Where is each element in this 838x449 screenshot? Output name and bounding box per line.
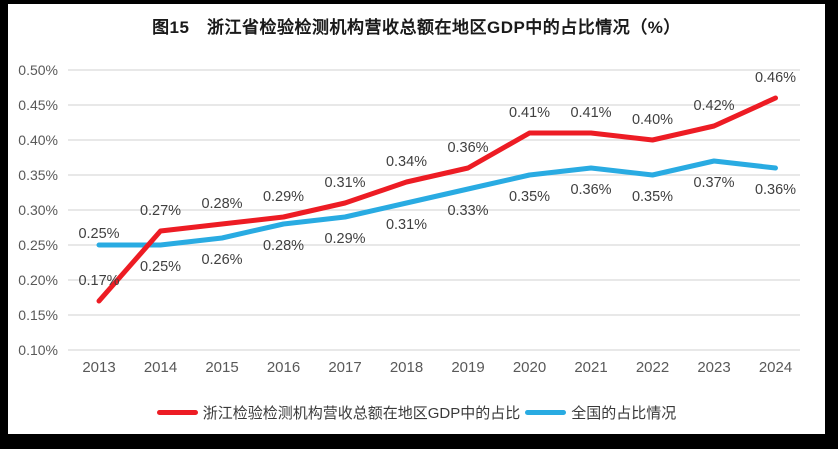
national-legend-label: 全国的占比情况: [571, 405, 677, 422]
x-axis-tick-label: 2020: [513, 359, 546, 376]
national-data-label: 0.36%: [570, 182, 611, 198]
y-axis-tick-label: 0.20%: [18, 272, 58, 288]
zhejiang-data-label: 0.41%: [509, 105, 550, 121]
national-data-label: 0.29%: [324, 231, 365, 247]
line-chart: 0.50% 0.45% 0.40% 0.35% 0.30% 0.25% 0.20% 0.15%…: [18, 62, 800, 376]
national-series-line: [96, 158, 778, 248]
chart-frame: 图15 浙江省检验检测机构营收总额在地区GDP中的占比情况（%） 0.50% 0.…: [8, 4, 825, 434]
zhejiang-data-label: 0.27%: [140, 203, 181, 219]
zhejiang-legend-swatch-icon: [156, 410, 198, 415]
national-data-label: 0.37%: [693, 175, 734, 191]
x-axis-tick-label: 2019: [451, 359, 484, 376]
y-axis-tick-label: 0.15%: [18, 307, 58, 323]
x-axis-tick-label: 2015: [205, 359, 238, 376]
x-axis-tick-label: 2022: [636, 359, 669, 376]
zhejiang-data-label: 0.40%: [632, 112, 673, 128]
zhejiang-data-label: 0.42%: [693, 98, 734, 114]
y-axis-tick-label: 0.35%: [18, 167, 58, 183]
national-data-label: 0.31%: [386, 217, 427, 233]
national-data-label: 0.35%: [509, 189, 550, 205]
zhejiang-series-line: [96, 95, 778, 304]
x-axis-tick-label: 2013: [82, 359, 115, 376]
x-axis-tick-label: 2016: [267, 359, 300, 376]
national-data-label: 0.25%: [140, 259, 181, 275]
zhejiang-data-label: 0.29%: [263, 189, 304, 205]
x-axis-tick-label: 2024: [759, 359, 792, 376]
zhejiang-data-label: 0.46%: [755, 70, 796, 86]
zhejiang-data-label: 0.17%: [78, 273, 119, 289]
zhejiang-data-label: 0.34%: [386, 154, 427, 170]
zhejiang-data-label: 0.41%: [570, 105, 611, 121]
x-axis-tick-label: 2014: [144, 359, 177, 376]
zhejiang-data-label: 0.36%: [447, 140, 488, 156]
national-data-label: 0.28%: [263, 238, 304, 254]
y-axis-tick-label: 0.45%: [18, 97, 58, 113]
legend: 浙江检验检测机构营收总额在地区GDP中的占比 全国的占比情况: [8, 402, 825, 423]
x-axis-tick-label: 2018: [390, 359, 423, 376]
national-legend-swatch-icon: [525, 410, 567, 415]
y-axis-tick-label: 0.50%: [18, 62, 58, 78]
x-axis-tick-label: 2021: [574, 359, 607, 376]
chart-title: 图15 浙江省检验检测机构营收总额在地区GDP中的占比情况（%）: [152, 18, 681, 37]
national-data-label: 0.25%: [78, 226, 119, 242]
y-axis-tick-label: 0.40%: [18, 132, 58, 148]
national-data-label: 0.33%: [447, 203, 488, 219]
x-axis-tick-label: 2023: [697, 359, 730, 376]
national-data-label: 0.26%: [201, 252, 242, 268]
zhejiang-legend-label: 浙江检验检测机构营收总额在地区GDP中的占比: [202, 405, 521, 422]
x-axis-tick-label: 2017: [328, 359, 361, 376]
national-data-label: 0.36%: [755, 182, 796, 198]
zhejiang-data-label: 0.31%: [324, 175, 365, 191]
y-axis-tick-label: 0.25%: [18, 237, 58, 253]
y-axis-tick-label: 0.10%: [18, 342, 58, 358]
zhejiang-data-label: 0.28%: [201, 196, 242, 212]
y-axis-tick-label: 0.30%: [18, 202, 58, 218]
national-data-label: 0.35%: [632, 189, 673, 205]
